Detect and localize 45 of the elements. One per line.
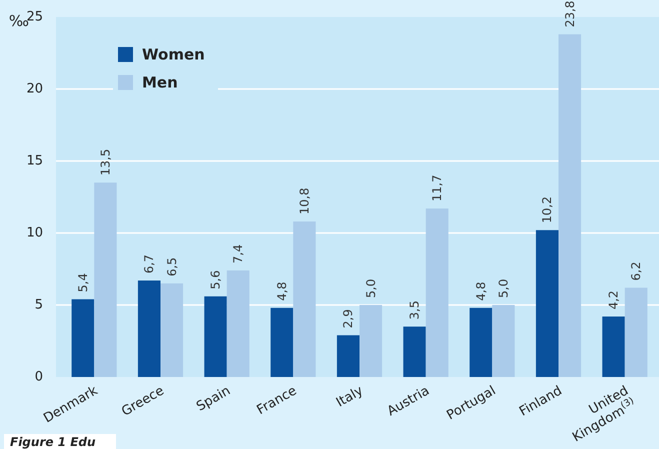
bar (536, 230, 558, 377)
bar (226, 270, 250, 377)
data-label: 2,9 (341, 309, 356, 328)
data-label: 10,2 (540, 196, 554, 224)
legend-label: Men (142, 74, 178, 92)
bar (138, 280, 160, 377)
data-label: 6,7 (142, 254, 156, 274)
data-label: 6,2 (629, 262, 644, 281)
bar (492, 305, 515, 377)
x-tick-label: Italy (334, 383, 366, 411)
bar (558, 34, 582, 377)
data-label: 5,6 (208, 270, 223, 290)
data-label: 5,0 (364, 278, 378, 298)
data-label: 5,4 (76, 273, 90, 292)
data-label: 4,2 (606, 290, 621, 310)
data-label: 7,4 (231, 244, 246, 264)
caption: Figure 1 Edu (10, 435, 96, 449)
y-tick-label: 0 (34, 370, 43, 384)
bar (336, 335, 360, 377)
data-label: 4,8 (274, 282, 289, 301)
bar (94, 182, 117, 377)
legend-label: Women (142, 46, 205, 64)
data-label: 6,5 (164, 257, 179, 276)
data-label: 13,5 (98, 148, 112, 176)
data-label: 10,8 (297, 188, 312, 214)
bar (293, 221, 316, 377)
bar (204, 296, 227, 377)
bar (403, 326, 426, 377)
bar (624, 288, 648, 377)
bar (602, 316, 625, 377)
bar (72, 299, 94, 377)
bar (470, 308, 492, 377)
data-label: 4,8 (474, 282, 488, 301)
bar (160, 283, 184, 377)
y-tick-label: 5 (34, 298, 43, 312)
y-tick-label: 20 (26, 82, 43, 96)
data-label: 11,7 (430, 174, 444, 202)
bar (426, 208, 448, 377)
bar (360, 305, 382, 377)
data-label: 23,8 (562, 0, 577, 28)
data-label: 3,5 (408, 300, 422, 320)
y-tick-label: 15 (26, 154, 43, 168)
y-tick-label: 10 (26, 226, 43, 240)
bar (270, 308, 294, 377)
data-label: 5,0 (496, 278, 510, 298)
